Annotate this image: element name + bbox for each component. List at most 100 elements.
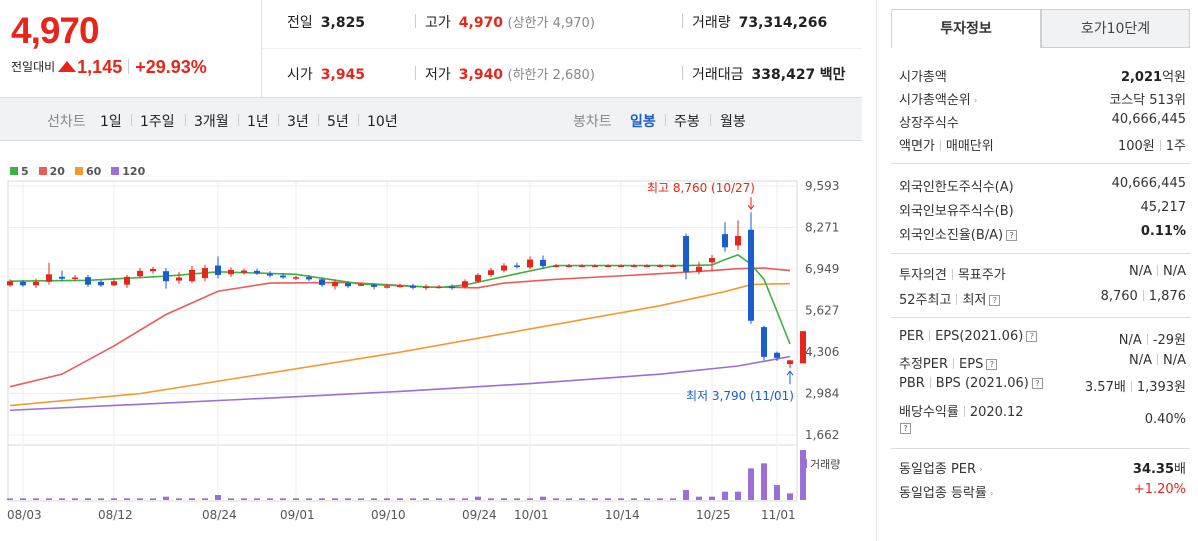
volume-bar [774, 485, 780, 500]
volume-bar [735, 491, 741, 500]
help-icon[interactable]: ? [1006, 230, 1018, 241]
candle-weekly[interactable]: 주봉 [674, 114, 700, 130]
price-chart[interactable]: 9,593 8,271 6,949 5,627 4,306 2,984 1,662 08/03… [0, 141, 862, 541]
candle-body [150, 268, 156, 272]
period-1w[interactable]: 1주일 [140, 114, 175, 130]
divider [415, 14, 416, 28]
help-icon[interactable]: ? [1026, 331, 1038, 342]
volume-bar [618, 498, 624, 500]
candle-body [722, 234, 728, 248]
help-icon[interactable]: ? [1031, 378, 1043, 389]
y-tick-label: 6,949 [805, 262, 839, 276]
period-5y[interactable]: 5년 [327, 114, 349, 130]
period-3m[interactable]: 3개월 [194, 114, 229, 130]
divider [682, 14, 683, 28]
divider [891, 448, 1190, 449]
volume-frame [7, 444, 798, 502]
volume-bar [410, 498, 416, 500]
candle-body [241, 270, 247, 273]
volume-bar [332, 498, 338, 500]
candle-body [358, 284, 364, 286]
candle-body [46, 274, 52, 282]
candle-body [488, 270, 494, 275]
candle-body [449, 286, 455, 289]
chevron-right-icon: › [973, 96, 978, 106]
candle-monthly[interactable]: 월봉 [720, 114, 746, 130]
divider [278, 114, 279, 126]
max-arrowhead-icon [747, 204, 755, 210]
candle-body [605, 265, 611, 268]
volume-bar [228, 498, 234, 500]
help-icon[interactable]: ? [986, 359, 998, 370]
help-icon[interactable]: ? [900, 423, 911, 434]
low-price: 저가 3,940 (하한가 2,680) [425, 67, 595, 83]
volume-bar [358, 498, 364, 500]
candle-body [189, 269, 195, 282]
change-row: 전일대비 1,145 +29.93% [11, 57, 207, 78]
volume-bar [514, 498, 520, 500]
volume-bar [462, 498, 468, 500]
volume-bar [98, 498, 104, 500]
period-10y[interactable]: 10년 [367, 114, 398, 130]
volume-bar [436, 498, 442, 500]
candle-body [59, 276, 65, 279]
min-arrowhead-icon [786, 370, 794, 376]
x-tick-label: 08/24 [202, 508, 237, 522]
divider [318, 114, 319, 126]
volume-bar [527, 498, 533, 500]
volume-bar [488, 498, 494, 500]
info-par-value: 액면가 매매단위 100원 1주 [899, 139, 1186, 154]
volume-bar [280, 498, 286, 500]
candle-body [748, 229, 754, 321]
period-1y[interactable]: 1년 [247, 114, 269, 130]
invest-info-panel: 투자정보 호가10단계 시가총액 2,021억원 시가총액순위 › 코스닥 513… [876, 0, 1198, 541]
change-value: 1,145 [77, 57, 123, 77]
legend-item: 5 [10, 165, 29, 178]
x-tick-label: 10/25 [696, 508, 731, 522]
volume-bar [85, 498, 91, 500]
tab-order-book[interactable]: 호가10단계 [1041, 9, 1190, 48]
legend-item: 20 [38, 165, 65, 178]
volume-bar [137, 498, 143, 500]
candle-body [319, 279, 325, 285]
ma5-line [9, 253, 791, 345]
volume-bar [202, 498, 208, 500]
info-market-cap: 시가총액 2,021억원 [899, 70, 1186, 85]
volume-bar [59, 498, 65, 500]
candle-body [20, 281, 26, 286]
help-icon[interactable]: ? [989, 295, 1001, 306]
info-sector-change[interactable]: 동일업종 등락률 › +1.20% [899, 482, 1186, 501]
candle-daily[interactable]: 일봉 [630, 114, 656, 130]
volume-bar [20, 498, 26, 500]
max-annotation: 최고 8,760 (10/27) [647, 181, 755, 195]
candle-body [787, 360, 793, 365]
candle-body [33, 281, 39, 286]
x-tick-label: 11/01 [761, 508, 796, 522]
period-1d[interactable]: 1일 [100, 114, 122, 130]
candle-body [800, 331, 806, 364]
divider [891, 253, 1190, 254]
info-market-cap-rank[interactable]: 시가총액순위 › 코스닥 513위 [899, 93, 1186, 108]
legend-swatch [74, 167, 83, 175]
up-arrow-icon [58, 61, 77, 72]
volume-bar [709, 496, 715, 500]
current-price: 4,970 [11, 10, 100, 51]
info-sector-per[interactable]: 동일업종 PER › 34.35배 [899, 462, 1186, 477]
volume-bar [605, 498, 611, 500]
volume-bar [72, 498, 78, 500]
open-price: 시가 3,945 [287, 67, 366, 83]
change-label: 전일대비 [11, 60, 56, 74]
divider [238, 114, 239, 126]
candle-body [644, 265, 650, 268]
info-opinion: 투자의견 목표주가 N/A N/A [899, 264, 1186, 283]
volume-bar [657, 498, 663, 500]
candle-body [579, 265, 585, 268]
candle-body [462, 281, 468, 287]
volume-bar [150, 498, 156, 500]
tab-invest-info[interactable]: 투자정보 [891, 9, 1041, 48]
x-tick-label: 08/12 [98, 508, 133, 522]
divider [891, 317, 1190, 318]
candle-body [735, 236, 741, 246]
info-dividend: 배당수익률 2020.12 ? 0.40% [899, 405, 1186, 434]
period-3y[interactable]: 3년 [287, 114, 309, 130]
